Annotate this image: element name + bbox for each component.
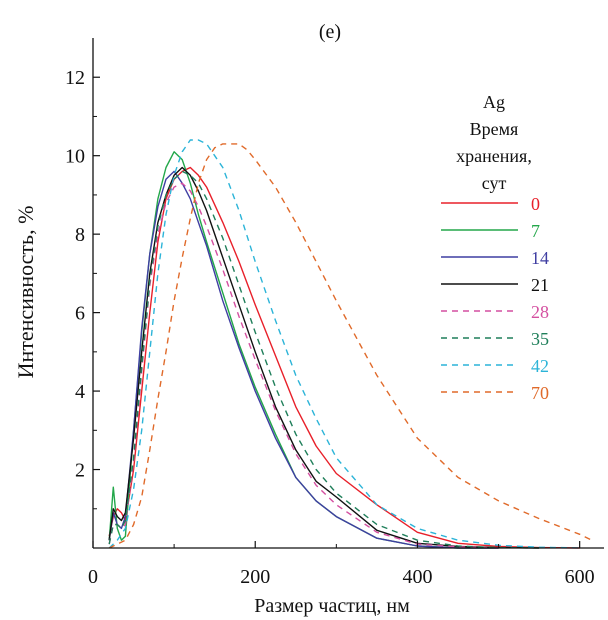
x-tick-label: 200 bbox=[240, 566, 270, 588]
series-line-14 bbox=[108, 170, 499, 549]
legend-title-line: сут bbox=[482, 173, 507, 193]
series-line-0 bbox=[108, 166, 580, 549]
y-tick-label: 10 bbox=[65, 146, 85, 168]
legend-label-14: 14 bbox=[531, 248, 549, 268]
legend-title: Ag Время хранения, сут bbox=[456, 92, 532, 193]
legend-label-21: 21 bbox=[531, 275, 549, 295]
legend-label-28: 28 bbox=[531, 302, 549, 322]
legend-label-35: 35 bbox=[531, 329, 549, 349]
y-tick-label: 4 bbox=[75, 381, 85, 403]
series-line-21 bbox=[108, 166, 540, 549]
series-layer bbox=[108, 139, 593, 549]
legend-title-line: Ag bbox=[483, 92, 505, 112]
y-tick-label: 8 bbox=[75, 224, 85, 246]
x-tick-label: 400 bbox=[402, 566, 432, 588]
legend-items: 0 7 14 21 28 35 42 70 bbox=[441, 194, 549, 403]
x-axis-title: Размер частиц, нм bbox=[254, 595, 410, 617]
legend-title-line: Время bbox=[470, 119, 519, 139]
series-line-70 bbox=[108, 143, 593, 549]
series-line-7 bbox=[108, 151, 499, 549]
legend-label-7: 7 bbox=[531, 221, 540, 241]
y-axis-title: Интенсивность, % bbox=[13, 206, 38, 379]
x-tick-label: 600 bbox=[565, 566, 595, 588]
legend-label-42: 42 bbox=[531, 356, 549, 376]
series-line-42 bbox=[108, 139, 580, 549]
panel-label: (e) bbox=[319, 21, 341, 43]
legend-label-70: 70 bbox=[531, 383, 549, 403]
legend-title-line: хранения, bbox=[456, 146, 532, 166]
ticks-layer: 0 200 400 600 2 4 6 8 10 12 bbox=[65, 67, 595, 588]
series-line-35 bbox=[108, 170, 540, 549]
y-tick-label: 2 bbox=[75, 460, 85, 482]
legend-label-0: 0 bbox=[531, 194, 540, 214]
y-tick-label: 6 bbox=[75, 303, 85, 325]
x-tick-label: 0 bbox=[88, 566, 98, 588]
legend: Ag Время хранения, сут 0 7 14 21 28 35 42 70 bbox=[441, 92, 549, 403]
y-tick-label: 12 bbox=[65, 67, 85, 89]
